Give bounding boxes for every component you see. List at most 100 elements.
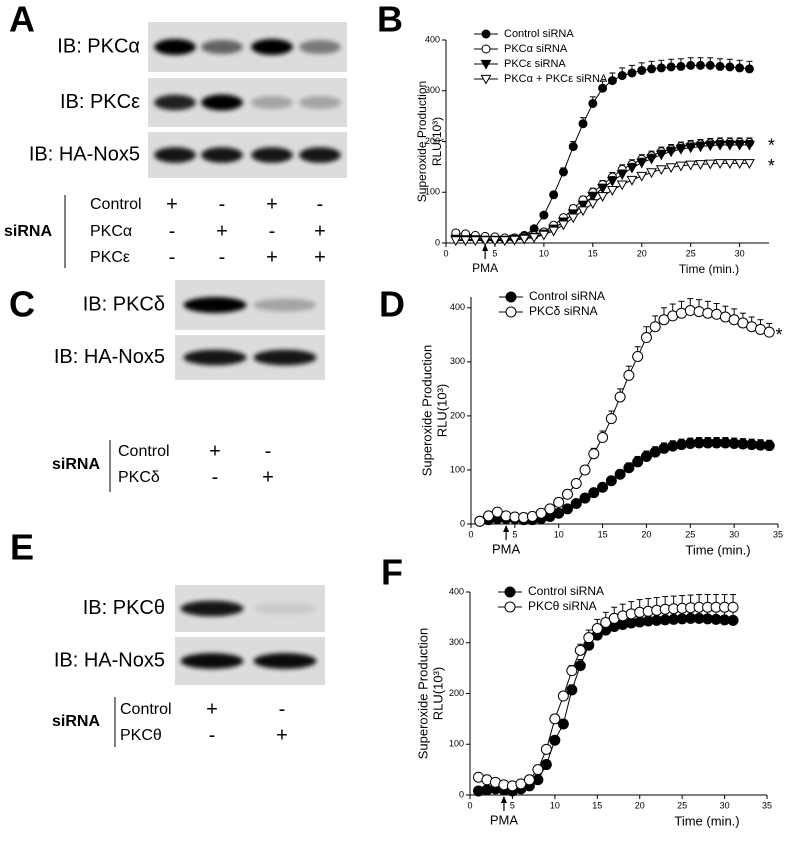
- data-point: [640, 450, 652, 462]
- blot-band: [180, 600, 244, 617]
- data-point: [578, 119, 588, 129]
- data-point: [597, 184, 609, 194]
- data-point: [535, 507, 547, 519]
- data-point: [724, 159, 736, 169]
- blot-label: IB: PKCδ: [83, 293, 165, 315]
- condition-sign: +: [266, 193, 278, 215]
- data-point: [469, 236, 481, 247]
- y-tick-label: 400: [425, 34, 440, 44]
- legend-label: PKCα + PKCε siRNA: [504, 73, 608, 85]
- y-tick-label: 200: [450, 410, 465, 420]
- condition-name: PKCθ: [120, 727, 162, 744]
- condition-sign: +: [262, 466, 274, 488]
- x-tick-label: 0: [468, 529, 473, 539]
- data-point: [558, 167, 568, 177]
- data-point: [450, 236, 462, 247]
- legend-marker: [480, 74, 492, 85]
- condition-sign: -: [269, 220, 276, 242]
- data-point: [734, 140, 746, 151]
- condition-sign: -: [169, 220, 176, 242]
- y-tick-label: 400: [449, 586, 464, 596]
- condition-sign: +: [276, 724, 288, 746]
- data-point: [549, 734, 561, 746]
- data-point: [518, 234, 530, 245]
- condition-name: PKCα: [90, 223, 132, 240]
- blot-band: [201, 94, 243, 111]
- data-point: [685, 160, 697, 171]
- legend-marker: [505, 291, 517, 303]
- annotation-label: PMA: [490, 812, 519, 827]
- legend-label: PKCα siRNA: [504, 43, 568, 55]
- data-point: [588, 487, 600, 499]
- panel-letter: B: [377, 0, 403, 40]
- data-point: [686, 60, 696, 70]
- blot-band: [253, 349, 317, 366]
- y-tick-label: 300: [425, 85, 440, 95]
- data-point: [605, 475, 617, 487]
- blot-band: [253, 602, 317, 615]
- data-point: [561, 503, 573, 515]
- blot-band: [299, 40, 341, 54]
- data-point: [646, 154, 657, 165]
- data-point: [460, 236, 472, 247]
- data-point: [763, 326, 775, 338]
- condition-name: Control: [90, 196, 142, 213]
- blot-label: IB: PKCα: [57, 35, 140, 57]
- legend-marker: [480, 59, 492, 70]
- y-tick-label: 0: [435, 237, 440, 247]
- legend-label: Control siRNA: [504, 28, 574, 40]
- data-point: [597, 432, 609, 444]
- data-point: [616, 180, 628, 191]
- series-line: [479, 310, 770, 522]
- data-point: [636, 158, 648, 169]
- data-point: [695, 160, 706, 170]
- blot-band: [201, 147, 243, 163]
- data-point: [734, 159, 746, 169]
- panel-letter: E: [10, 527, 34, 568]
- y-tick-label: 300: [449, 637, 464, 647]
- condition-sign: -: [219, 193, 226, 215]
- data-point: [553, 496, 565, 508]
- data-point: [474, 515, 486, 527]
- x-tick-label: 10: [554, 529, 564, 539]
- data-point: [735, 63, 745, 73]
- blot-band: [253, 653, 317, 669]
- x-tick-label: 30: [729, 529, 739, 539]
- y-tick-label: 0: [460, 518, 465, 528]
- treatment-label: siRNA: [52, 456, 100, 473]
- x-tick-label: 35: [762, 800, 772, 810]
- data-point: [637, 65, 647, 75]
- data-point: [646, 168, 657, 179]
- panel-letter: C: [9, 284, 35, 325]
- x-tick-label: 10: [539, 248, 549, 258]
- y-tick-label: 400: [450, 302, 465, 312]
- data-point: [539, 210, 549, 220]
- condition-sign: -: [219, 246, 226, 268]
- data-point: [656, 63, 666, 73]
- data-point: [617, 71, 627, 81]
- data-point: [727, 614, 739, 626]
- y-tick-label: 100: [450, 464, 465, 474]
- legend-marker: [505, 306, 517, 318]
- annotation-arrowhead: [482, 244, 489, 251]
- data-point: [591, 623, 603, 635]
- blot-band: [251, 39, 293, 55]
- data-point: [549, 190, 559, 200]
- blot-band: [183, 349, 247, 366]
- data-point: [549, 713, 561, 725]
- blot-band: [253, 298, 317, 312]
- annotation-label: PMA: [472, 261, 498, 275]
- y-axis-label: RLU(10³): [434, 384, 449, 437]
- data-point: [655, 165, 667, 176]
- condition-sign: -: [209, 724, 216, 746]
- annotation-arrowhead: [500, 796, 507, 803]
- data-point: [523, 774, 535, 786]
- condition-sign: -: [279, 698, 286, 720]
- data-point: [715, 61, 725, 71]
- legend-label: Control siRNA: [529, 289, 605, 303]
- treatment-label: siRNA: [52, 713, 100, 730]
- data-point: [685, 143, 697, 154]
- data-point: [570, 477, 582, 489]
- data-point: [598, 83, 608, 93]
